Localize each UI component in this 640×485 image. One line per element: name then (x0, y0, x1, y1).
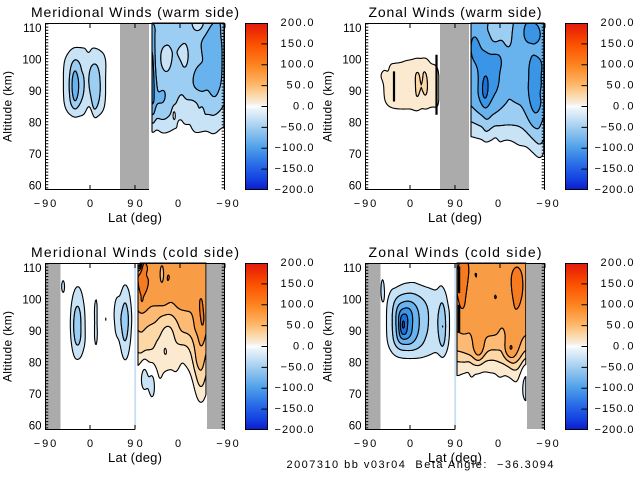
svg-text:100.0: 100.0 (601, 299, 634, 311)
svg-text:−100.0: −100.0 (275, 382, 314, 394)
svg-text:50.0: 50.0 (607, 80, 634, 92)
svg-text:−200.0: −200.0 (275, 184, 314, 196)
svg-text:100: 100 (342, 54, 361, 66)
svg-text:50.0: 50.0 (287, 320, 314, 332)
svg-text:−50.0: −50.0 (601, 121, 634, 133)
svg-text:60: 60 (29, 421, 42, 433)
svg-text:0: 0 (175, 438, 181, 450)
svg-text:−90: −90 (354, 198, 377, 210)
svg-text:100.0: 100.0 (281, 299, 314, 311)
svg-text:−90: −90 (34, 198, 57, 210)
svg-text:70: 70 (29, 149, 42, 161)
svg-text:Altitude (km): Altitude (km) (321, 311, 335, 382)
svg-text:Lat (deg): Lat (deg) (428, 450, 482, 465)
svg-text:110: 110 (23, 263, 41, 275)
svg-text:50.0: 50.0 (607, 320, 634, 332)
svg-text:−150.0: −150.0 (275, 403, 314, 415)
svg-text:−90: −90 (354, 438, 377, 450)
svg-text:−100.0: −100.0 (595, 382, 634, 394)
svg-text:70: 70 (29, 389, 42, 401)
svg-text:0: 0 (87, 198, 93, 210)
svg-text:0: 0 (407, 438, 413, 450)
svg-text:80: 80 (29, 118, 42, 130)
svg-text:0: 0 (495, 438, 501, 450)
svg-text:−150.0: −150.0 (595, 163, 634, 175)
svg-text:0.0: 0.0 (613, 100, 634, 112)
svg-text:2007310 bb v03r04 Beta Angle:: 2007310 bb v03r04 Beta Angle: −36.3094 (287, 459, 554, 471)
svg-text:Zonal Winds (warm side): Zonal Winds (warm side) (369, 4, 542, 20)
svg-text:−90: −90 (536, 438, 559, 450)
svg-text:200.0: 200.0 (281, 17, 314, 29)
svg-text:−50.0: −50.0 (281, 361, 314, 373)
svg-text:−200.0: −200.0 (275, 424, 314, 436)
svg-text:0: 0 (87, 438, 93, 450)
svg-text:90: 90 (349, 326, 362, 338)
svg-text:90: 90 (29, 86, 42, 98)
svg-text:110: 110 (23, 23, 41, 35)
svg-text:60: 60 (29, 181, 42, 193)
svg-text:−90: −90 (34, 438, 57, 450)
svg-text:0.0: 0.0 (613, 340, 634, 352)
svg-text:100: 100 (22, 54, 41, 66)
svg-text:100.0: 100.0 (281, 59, 314, 71)
svg-text:150.0: 150.0 (601, 278, 634, 290)
svg-text:110: 110 (343, 263, 361, 275)
svg-text:150.0: 150.0 (281, 278, 314, 290)
svg-text:Lat (deg): Lat (deg) (108, 210, 162, 225)
svg-text:−200.0: −200.0 (595, 184, 634, 196)
svg-text:−90: −90 (536, 198, 559, 210)
svg-text:0: 0 (175, 198, 181, 210)
svg-text:Altitude (km): Altitude (km) (321, 71, 335, 142)
svg-text:100: 100 (342, 294, 361, 306)
svg-text:80: 80 (349, 118, 362, 130)
svg-text:Altitude (km): Altitude (km) (1, 311, 15, 382)
svg-text:90: 90 (349, 86, 362, 98)
svg-text:−150.0: −150.0 (275, 163, 314, 175)
svg-text:80: 80 (29, 358, 42, 370)
svg-text:Lat (deg): Lat (deg) (108, 450, 162, 465)
svg-text:0.0: 0.0 (293, 340, 314, 352)
svg-text:Lat (deg): Lat (deg) (428, 210, 482, 225)
svg-text:−100.0: −100.0 (275, 142, 314, 154)
svg-text:200.0: 200.0 (601, 257, 634, 269)
svg-text:100: 100 (22, 294, 41, 306)
svg-text:−50.0: −50.0 (601, 361, 634, 373)
svg-text:70: 70 (349, 149, 362, 161)
svg-text:−90: −90 (216, 438, 239, 450)
svg-text:0.0: 0.0 (293, 100, 314, 112)
svg-text:−200.0: −200.0 (595, 424, 634, 436)
svg-text:90: 90 (29, 326, 42, 338)
svg-text:80: 80 (349, 358, 362, 370)
svg-text:Altitude (km): Altitude (km) (1, 71, 15, 142)
svg-text:50.0: 50.0 (287, 80, 314, 92)
svg-text:200.0: 200.0 (601, 17, 634, 29)
svg-text:−100.0: −100.0 (595, 142, 634, 154)
svg-text:150.0: 150.0 (601, 38, 634, 50)
svg-text:−90: −90 (216, 198, 239, 210)
svg-text:70: 70 (349, 389, 362, 401)
svg-text:200.0: 200.0 (281, 257, 314, 269)
svg-text:150.0: 150.0 (281, 38, 314, 50)
svg-text:100.0: 100.0 (601, 59, 634, 71)
svg-text:110: 110 (343, 23, 361, 35)
svg-text:Zonal Winds (cold side): Zonal Winds (cold side) (369, 244, 542, 260)
svg-text:60: 60 (349, 421, 362, 433)
svg-text:60: 60 (349, 181, 362, 193)
svg-text:−150.0: −150.0 (595, 403, 634, 415)
svg-text:Meridional Winds (cold side): Meridional Winds (cold side) (31, 244, 239, 260)
svg-text:−50.0: −50.0 (281, 121, 314, 133)
svg-text:Meridional Winds (warm side): Meridional Winds (warm side) (31, 4, 239, 20)
svg-text:0: 0 (407, 198, 413, 210)
svg-text:0: 0 (495, 198, 501, 210)
